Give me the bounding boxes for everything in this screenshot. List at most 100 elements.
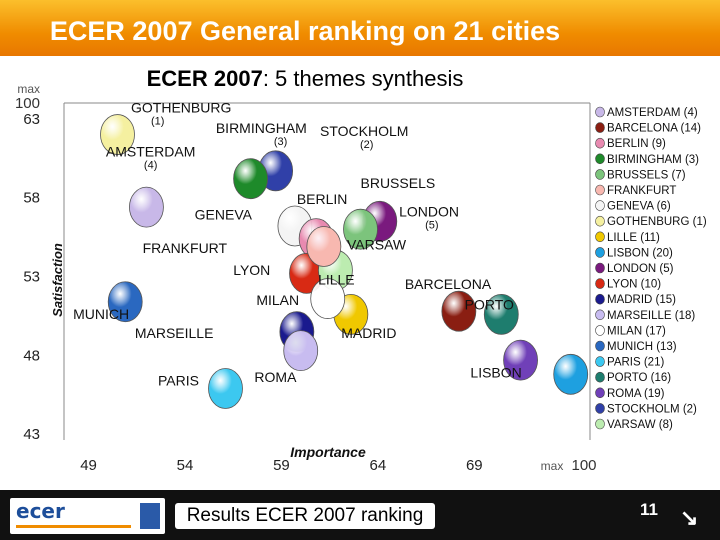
data-points [100,114,589,409]
point-label-stockholm: STOCKHOLM [320,123,408,139]
data-point-amsterdam [129,186,164,228]
legend-marker [595,403,605,414]
point-label-amsterdam: AMSTERDAM [106,144,195,160]
point-labels: GOTHENBURG(1) BIRMINGHAM(3) STOCKHOLM(2) AM… [73,99,522,388]
legend-entry: STOCKHOLM (2) [607,403,697,415]
y-axis-title: Satisfaction [50,243,65,317]
legend-marker [595,106,605,118]
point-label-brussels: BRUSSELS [361,175,436,191]
footer-caption: Results ECER 2007 ranking [175,503,435,529]
legend-entry: LYON (10) [607,279,661,291]
legend-marker [595,137,605,149]
legend-entry: LILLE (11) [607,232,660,244]
legend-entry: GENEVA (6) [607,201,671,213]
legend-entry: BARCELONA (14) [607,123,701,135]
data-point-frankfurt [306,226,342,267]
slide-title: ECER 2007 General ranking on 21 cities [49,16,561,46]
x-max-value: 100 [571,457,596,474]
chart-subtitle: ECER 2007: 5 themes synthesis [0,66,610,92]
legend-marker [595,278,605,289]
legend-entry: PARIS (21) [607,357,664,369]
point-rank-birmingham: (3) [274,136,287,148]
legend-marker [595,340,605,352]
legend-entry: BIRMINGHAM (3) [607,154,699,166]
logo-underline [16,525,131,528]
legend-entry: AMSTERDAM (4) [607,107,698,119]
subtitle-bold: ECER 2007 [146,66,263,91]
data-point-marseille [283,330,319,372]
point-label-varsaw: VARSAW [347,237,407,253]
legend-marker [595,418,605,430]
legend-entry: BRUSSELS (7) [607,169,686,181]
data-point-birmingham [233,158,268,200]
legend-marker [595,325,605,336]
point-label-lyon: LYON [233,262,270,278]
x-tick-label: 49 [80,457,97,474]
data-point-porto [483,293,519,335]
title-bar [0,0,720,56]
point-label-geneva: GENEVA [195,207,253,223]
data-point-paris [208,368,243,409]
data-point-munich [107,281,143,323]
legend-marker [595,153,605,165]
y-tick-label: 48 [23,347,40,364]
point-rank-gothenburg: (1) [151,115,164,127]
point-label-gothenburg: GOTHENBURG [131,99,231,115]
point-label-birmingham: BIRMINGHAM [216,120,307,136]
point-label-london: LONDON [399,204,459,220]
x-axis-title: Importance [290,444,366,460]
legend-entry: FRANKFURT [607,185,676,197]
data-point-roma [503,339,538,381]
point-label-marseille: MARSEILLE [135,325,214,341]
point-rank-amsterdam: (4) [144,160,157,172]
logo-mark [140,503,160,529]
legend-entry: ROMA (19) [607,388,665,400]
next-slide-arrow-icon[interactable]: ↘ [680,505,699,530]
legend-entry: MADRID (15) [607,294,676,306]
point-label-lille: LILLE [318,271,355,287]
legend-marker [595,215,605,227]
legend-marker [595,184,605,196]
x-tick-label: 59 [273,457,290,474]
data-point-barcelona [441,290,477,332]
point-label-frankfurt: FRANKFURT [143,240,228,256]
point-label-barcelona: BARCELONA [405,276,492,292]
data-point-gothenburg [100,114,135,155]
point-label-milan: MILAN [256,292,299,308]
legend: AMSTERDAM (4) BARCELONA (14) BERLIN (9) BIR… [595,106,707,431]
point-label-porto: PORTO [465,297,514,313]
page-number: 11 [640,500,658,519]
legend-entry: LISBON (20) [607,247,673,259]
ecer-logo: ecer [10,498,165,534]
y-tick-label: 53 [23,269,40,286]
point-rank-stockholm: (2) [360,139,373,151]
point-label-lisbon: LISBON [470,364,521,380]
data-point-lisbon [553,353,589,395]
legend-entry: LONDON (5) [607,263,674,275]
legend-entry: MUNICH (13) [607,341,677,353]
legend-marker [595,356,605,367]
legend-marker [595,200,605,211]
legend-marker [595,122,605,133]
legend-entry: MARSEILLE (18) [607,310,695,322]
point-label-berlin: BERLIN [297,191,348,207]
x-tick-label: 54 [177,457,194,474]
point-label-roma: ROMA [254,369,297,385]
legend-entry: PORTO (16) [607,372,671,384]
legend-marker [595,293,605,305]
data-point-milan [310,278,346,319]
legend-entry: VARSAW (8) [607,419,673,431]
point-rank-london: (5) [425,220,438,232]
legend-entry: GOTHENBURG (1) [607,216,707,228]
x-tick-label: 69 [466,457,483,474]
x-tick-label: 64 [370,457,387,474]
subtitle-rest: : 5 themes synthesis [262,66,464,91]
y-tick-label: 58 [23,190,40,207]
y-tick-label: 63 [23,111,40,128]
legend-entry: BERLIN (9) [607,138,666,150]
legend-marker [595,169,605,180]
legend-marker [595,387,605,399]
data-point-brussels [343,208,378,250]
y-tick-label: 43 [23,426,40,443]
